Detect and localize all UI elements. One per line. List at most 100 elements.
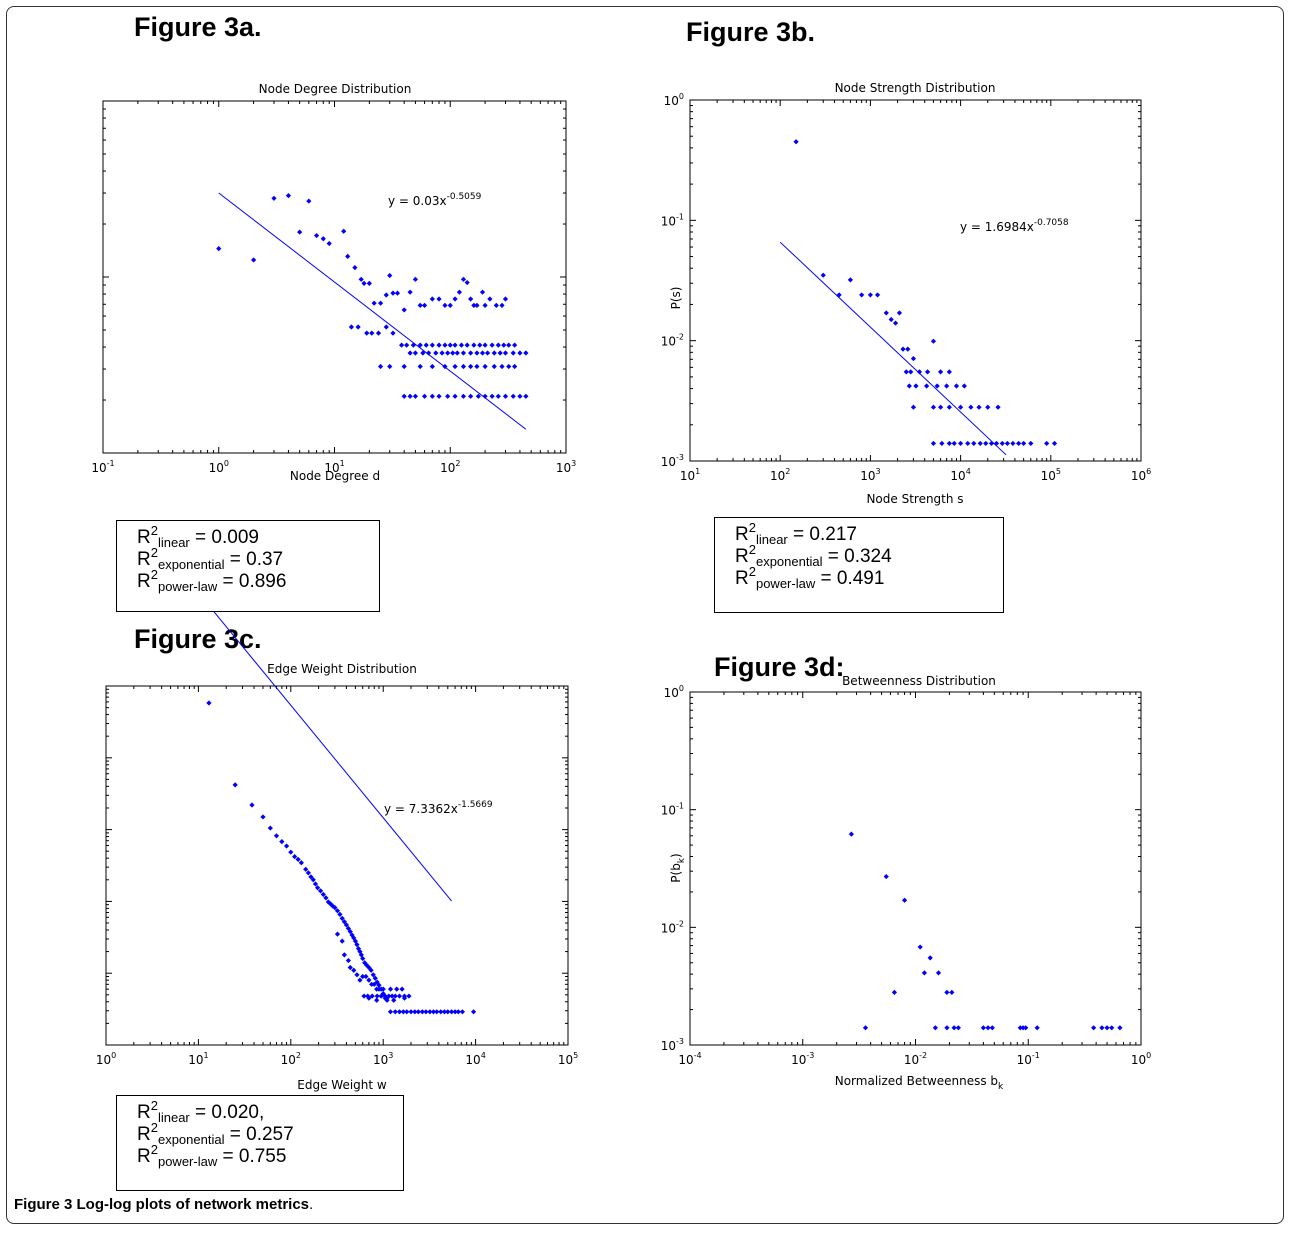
data-point bbox=[368, 967, 374, 973]
y-tick-label: 100 bbox=[664, 684, 684, 700]
data-point bbox=[989, 1025, 995, 1031]
data-point bbox=[903, 369, 909, 375]
data-point bbox=[423, 342, 429, 348]
data-point bbox=[1016, 440, 1022, 447]
r-exponent: 2 bbox=[748, 564, 756, 579]
data-point bbox=[362, 960, 368, 966]
data-point bbox=[993, 440, 1000, 447]
data-point bbox=[384, 997, 390, 1003]
data-point bbox=[484, 350, 491, 356]
data-point bbox=[482, 363, 488, 370]
r-symbol: R bbox=[735, 568, 749, 589]
data-point bbox=[512, 363, 518, 370]
data-point bbox=[332, 904, 338, 911]
data-point bbox=[392, 1009, 398, 1015]
x-tick-label: 10-1 bbox=[1017, 1051, 1040, 1067]
data-point bbox=[249, 802, 255, 808]
data-point bbox=[479, 289, 486, 295]
r-squared-box-a: R2linear = 0.009 R2exponential = 0.37 R2po… bbox=[116, 520, 380, 612]
data-point bbox=[506, 363, 512, 370]
y-axis-label: P(s) bbox=[669, 287, 683, 310]
data-point bbox=[391, 997, 397, 1003]
data-point bbox=[279, 839, 285, 845]
data-point bbox=[436, 296, 442, 302]
data-point bbox=[454, 350, 460, 356]
data-point bbox=[1020, 1025, 1026, 1031]
data-point bbox=[313, 232, 320, 239]
data-point bbox=[455, 1009, 461, 1015]
data-point bbox=[355, 946, 362, 952]
y-axis-label: P(bk) bbox=[669, 853, 687, 882]
data-point bbox=[326, 240, 332, 247]
x-tick-label: 104 bbox=[950, 467, 970, 483]
data-point bbox=[361, 280, 367, 286]
figure-3a-label: Figure 3a. bbox=[134, 12, 262, 42]
data-point bbox=[1010, 440, 1016, 447]
figure-frame bbox=[6, 6, 1284, 1224]
x-tick-label: 100 bbox=[96, 1051, 116, 1067]
data-point bbox=[349, 932, 355, 938]
data-point bbox=[308, 874, 314, 880]
r-exponent: 2 bbox=[150, 545, 158, 560]
data-point bbox=[930, 440, 937, 447]
data-point bbox=[450, 350, 456, 356]
data-point bbox=[306, 198, 312, 204]
y-tick-label: 10-3 bbox=[661, 1037, 684, 1053]
data-point bbox=[951, 440, 957, 447]
r-exponent: 2 bbox=[150, 1142, 158, 1157]
r-squared-box-c: R2linear = 0.020, R2exponential = 0.257 R2… bbox=[116, 1095, 404, 1191]
data-point bbox=[468, 363, 474, 370]
data-point bbox=[436, 393, 442, 399]
r-model-name: linear bbox=[157, 535, 190, 550]
r-squared-value: = 0.324 bbox=[822, 546, 892, 567]
plot-axes-box bbox=[689, 691, 1142, 1046]
data-point bbox=[371, 981, 377, 987]
data-point bbox=[295, 856, 301, 862]
data-point bbox=[442, 363, 448, 370]
data-point bbox=[955, 1025, 961, 1031]
data-point bbox=[474, 350, 480, 356]
r-model-name: power-law bbox=[157, 1154, 218, 1169]
data-point bbox=[906, 383, 912, 389]
data-point bbox=[399, 986, 405, 992]
data-point bbox=[420, 350, 426, 356]
data-point bbox=[517, 350, 523, 356]
data-point bbox=[412, 276, 419, 282]
data-point bbox=[347, 964, 353, 971]
r-symbol: R bbox=[735, 524, 749, 545]
r-squared-line: R2power-law = 0.896 bbox=[137, 568, 359, 593]
data-point bbox=[378, 993, 384, 999]
data-point bbox=[310, 877, 316, 883]
data-point bbox=[445, 393, 451, 399]
data-point bbox=[896, 310, 903, 316]
data-point bbox=[380, 990, 386, 997]
data-point bbox=[458, 342, 465, 348]
data-point bbox=[442, 342, 448, 348]
data-point bbox=[977, 440, 983, 447]
r-squared-line: R2linear = 0.020, bbox=[137, 1099, 383, 1124]
data-point bbox=[314, 885, 321, 891]
data-point bbox=[206, 700, 212, 706]
data-point bbox=[380, 986, 386, 992]
data-point bbox=[930, 404, 937, 410]
r-model-name: linear bbox=[755, 532, 788, 547]
data-point bbox=[334, 931, 341, 937]
data-point bbox=[412, 1009, 418, 1015]
data-point bbox=[901, 897, 908, 903]
data-point bbox=[510, 393, 516, 399]
chart-title: Betweenness Distribution bbox=[842, 674, 996, 688]
r-squared-value: = 0.755 bbox=[217, 1146, 287, 1167]
data-point bbox=[447, 302, 453, 308]
data-point bbox=[452, 393, 458, 399]
data-point bbox=[292, 854, 298, 860]
data-point bbox=[339, 915, 345, 921]
data-point bbox=[345, 253, 351, 259]
data-point bbox=[510, 350, 516, 356]
data-point bbox=[820, 272, 826, 278]
data-point bbox=[439, 350, 445, 356]
data-point bbox=[1091, 1025, 1097, 1031]
chart-title: Node Degree Distribution bbox=[259, 82, 412, 96]
data-point bbox=[363, 973, 369, 980]
x-axis-label: Edge Weight w bbox=[297, 1078, 387, 1092]
data-point bbox=[357, 977, 363, 983]
